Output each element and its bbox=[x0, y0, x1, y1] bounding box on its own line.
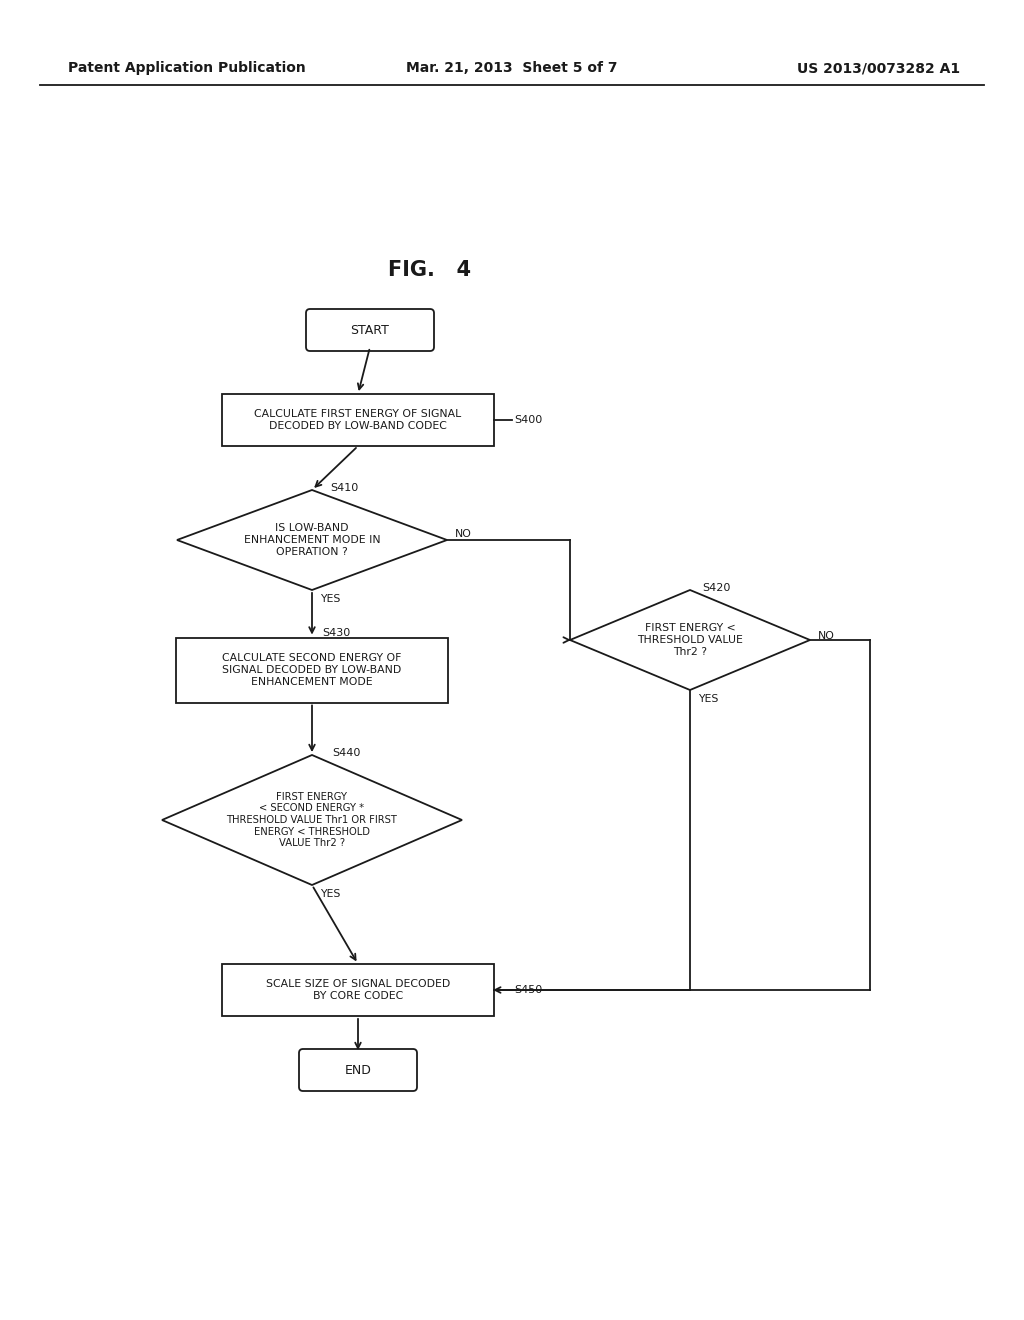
Text: YES: YES bbox=[698, 694, 719, 704]
Text: Mar. 21, 2013  Sheet 5 of 7: Mar. 21, 2013 Sheet 5 of 7 bbox=[407, 61, 617, 75]
Polygon shape bbox=[177, 490, 447, 590]
Bar bbox=[222, 964, 494, 1016]
Text: FIRST ENERGY
< SECOND ENERGY *
THRESHOLD VALUE Thr1 OR FIRST
ENERGY < THRESHOLD
: FIRST ENERGY < SECOND ENERGY * THRESHOLD… bbox=[226, 792, 397, 849]
Bar bbox=[222, 393, 494, 446]
FancyBboxPatch shape bbox=[299, 1049, 417, 1092]
Polygon shape bbox=[570, 590, 810, 690]
Text: S450: S450 bbox=[514, 985, 543, 995]
Text: START: START bbox=[350, 323, 389, 337]
Text: CALCULATE FIRST ENERGY OF SIGNAL
DECODED BY LOW-BAND CODEC: CALCULATE FIRST ENERGY OF SIGNAL DECODED… bbox=[254, 409, 462, 430]
Text: IS LOW-BAND
ENHANCEMENT MODE IN
OPERATION ?: IS LOW-BAND ENHANCEMENT MODE IN OPERATIO… bbox=[244, 524, 380, 557]
Text: FIRST ENERGY <
THRESHOLD VALUE
Thr2 ?: FIRST ENERGY < THRESHOLD VALUE Thr2 ? bbox=[637, 623, 743, 656]
FancyBboxPatch shape bbox=[306, 309, 434, 351]
Text: CALCULATE SECOND ENERGY OF
SIGNAL DECODED BY LOW-BAND
ENHANCEMENT MODE: CALCULATE SECOND ENERGY OF SIGNAL DECODE… bbox=[222, 653, 401, 686]
Text: NO: NO bbox=[455, 529, 472, 539]
Text: S430: S430 bbox=[322, 628, 350, 639]
Text: NO: NO bbox=[818, 631, 835, 642]
Text: FIG.   4: FIG. 4 bbox=[388, 260, 472, 280]
Bar bbox=[176, 638, 449, 702]
Polygon shape bbox=[162, 755, 462, 884]
Text: S410: S410 bbox=[330, 483, 358, 492]
Text: S400: S400 bbox=[514, 414, 543, 425]
Text: Patent Application Publication: Patent Application Publication bbox=[68, 61, 306, 75]
Text: YES: YES bbox=[319, 594, 340, 605]
Text: S440: S440 bbox=[332, 748, 360, 758]
Text: YES: YES bbox=[319, 888, 340, 899]
Text: SCALE SIZE OF SIGNAL DECODED
BY CORE CODEC: SCALE SIZE OF SIGNAL DECODED BY CORE COD… bbox=[266, 979, 451, 1001]
Text: END: END bbox=[344, 1064, 372, 1077]
Text: US 2013/0073282 A1: US 2013/0073282 A1 bbox=[797, 61, 961, 75]
Text: S420: S420 bbox=[702, 583, 730, 593]
